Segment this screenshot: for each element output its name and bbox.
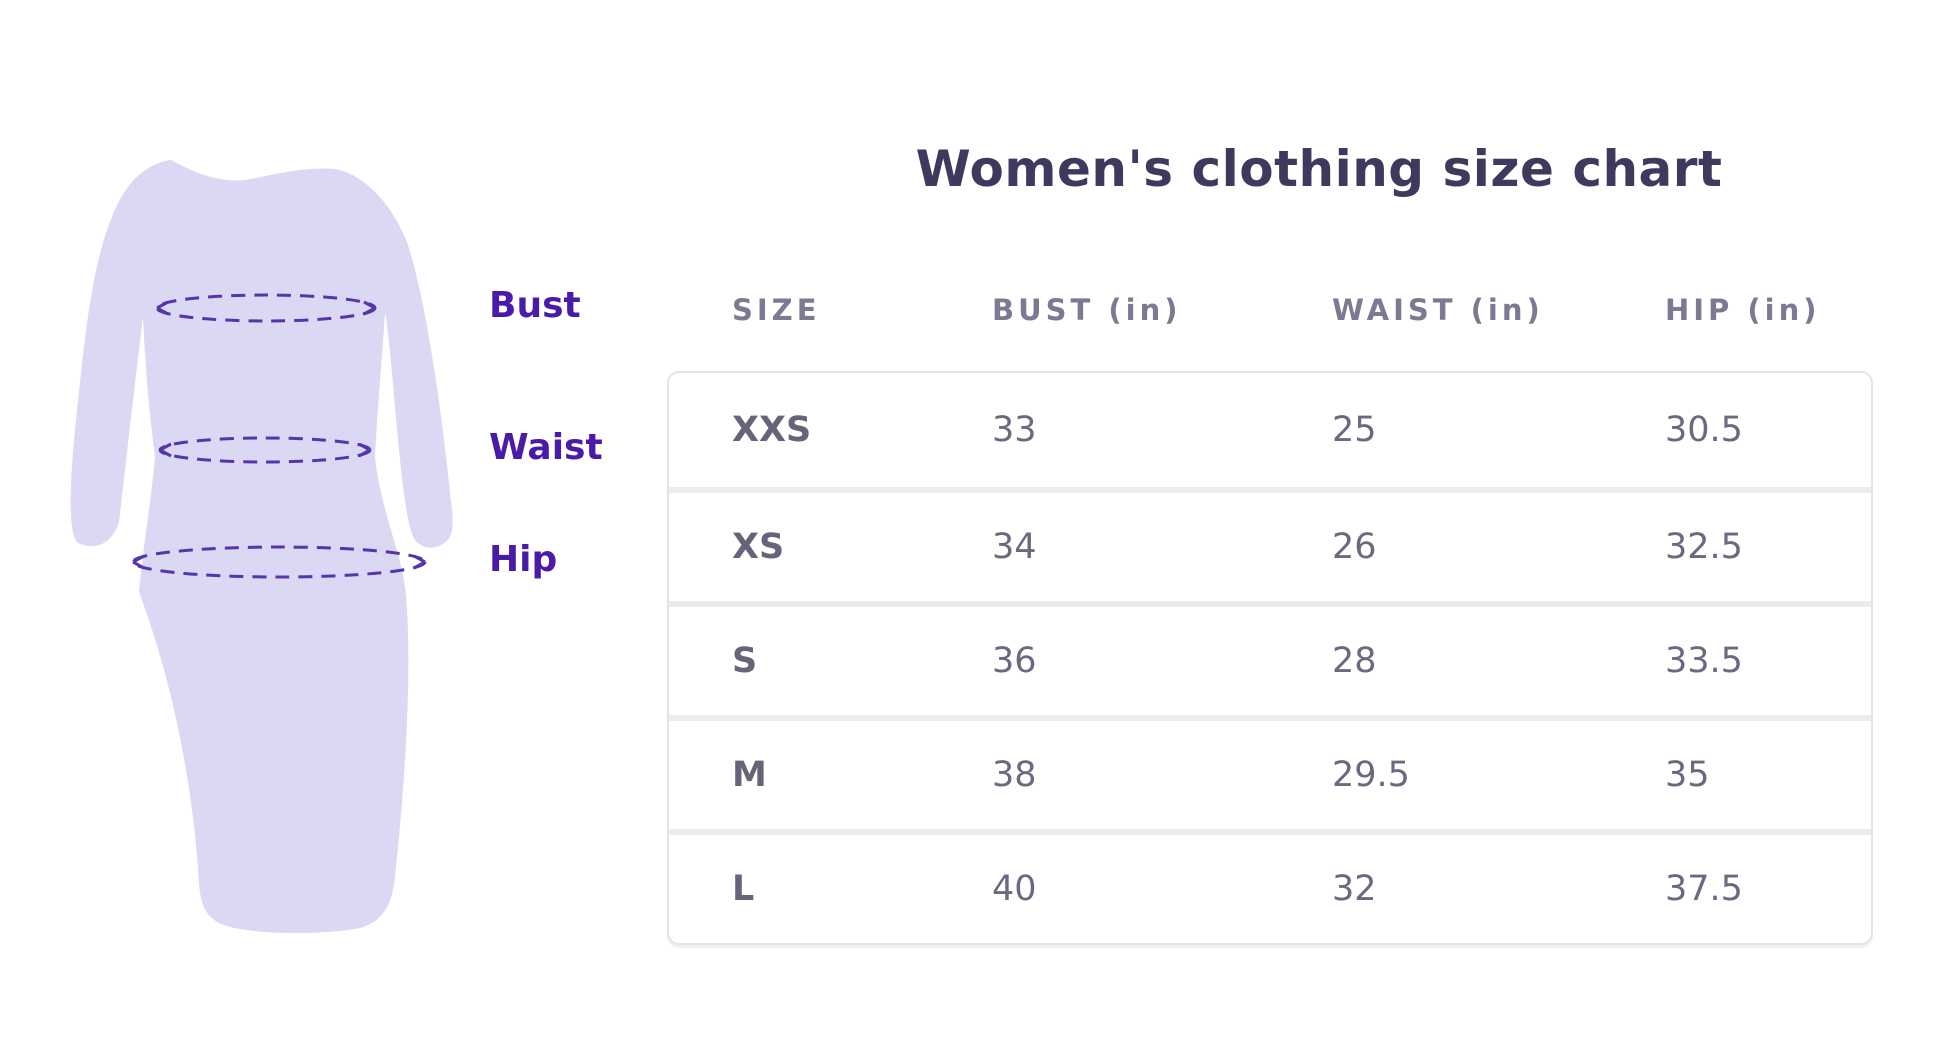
table-row: XS 34 26 32.5 [669,487,1871,601]
table-cell-hip: 37.5 [1665,869,1743,909]
column-header-waist: WAIST (in) [1332,293,1544,327]
waist-arrow-left [159,442,172,458]
table-cell-waist: 29.5 [1332,755,1410,795]
bust-arrow-right [363,300,376,316]
bust-label: Bust [489,285,581,326]
table-cell-size: M [732,755,767,795]
table-cell-bust: 33 [992,410,1037,450]
hip-arrow-left [132,554,145,570]
table-cell-waist: 32 [1332,869,1377,909]
table-cell-waist: 25 [1332,410,1377,450]
table-cell-size: XXS [732,410,812,450]
waist-label: Waist [489,427,603,468]
table-cell-waist: 26 [1332,527,1377,567]
waist-measure-line [158,436,372,464]
size-table: XXS 33 25 30.5 XS 34 26 32.5 S 36 28 33.… [667,371,1873,945]
bust-measure-line [155,293,377,323]
table-cell-size: XS [732,527,785,567]
table-cell-bust: 36 [992,641,1037,681]
table-cell-hip: 35 [1665,755,1710,795]
table-header-row: SIZE BUST (in) WAIST (in) HIP (in) [667,288,1873,332]
hip-arrow-right [413,554,426,570]
table-row: M 38 29.5 35 [669,715,1871,829]
table-cell-hip: 32.5 [1665,527,1743,567]
table-row: S 36 28 33.5 [669,601,1871,715]
column-header-bust: BUST (in) [992,293,1182,327]
bust-arrow-left [156,300,169,316]
table-cell-bust: 40 [992,869,1037,909]
hip-label: Hip [489,539,558,580]
hip-measure-line [131,545,427,579]
table-cell-waist: 28 [1332,641,1377,681]
waist-arrow-right [358,442,371,458]
table-cell-bust: 34 [992,527,1037,567]
column-header-hip: HIP (in) [1665,293,1821,327]
dress-illustration [70,160,453,934]
table-cell-size: L [732,869,755,909]
table-row: L 40 32 37.5 [669,829,1871,943]
table-cell-size: S [732,641,758,681]
page-title: Women's clothing size chart [915,140,1723,198]
column-header-size: SIZE [732,293,821,327]
table-cell-bust: 38 [992,755,1037,795]
table-row: XXS 33 25 30.5 [669,373,1871,487]
table-cell-hip: 30.5 [1665,410,1743,450]
table-cell-hip: 33.5 [1665,641,1743,681]
